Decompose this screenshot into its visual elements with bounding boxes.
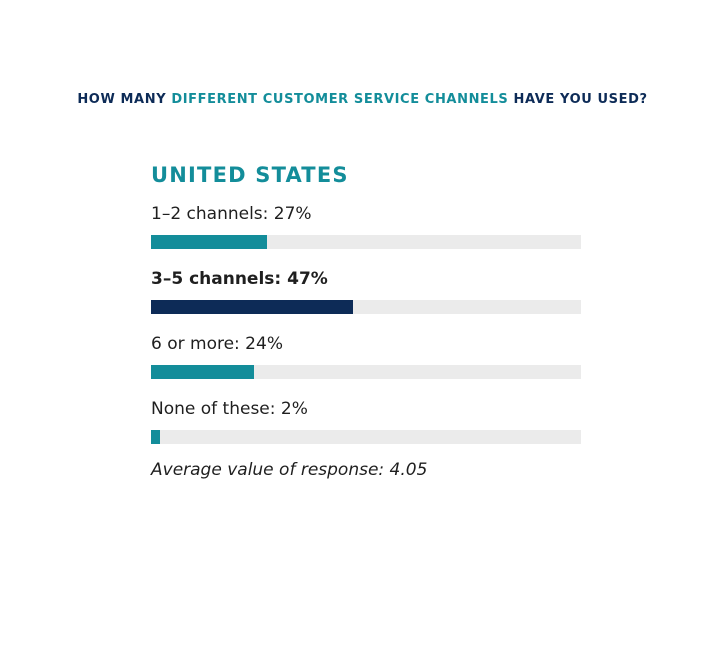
- bar-fill: [151, 430, 160, 444]
- bar-track: [151, 300, 581, 314]
- bar-track: [151, 430, 581, 444]
- bar-fill: [151, 235, 267, 249]
- bar-label: None of these: 2%: [151, 399, 308, 419]
- average-note: Average value of response: 4.05: [151, 460, 428, 480]
- question-text-end: HAVE YOU USED?: [508, 92, 648, 107]
- question-text-highlight: DIFFERENT CUSTOMER SERVICE CHANNELS: [171, 92, 509, 107]
- question-text-start: HOW MANY: [77, 92, 172, 107]
- bar-track: [151, 235, 581, 249]
- survey-question: HOW MANY DIFFERENT CUSTOMER SERVICE CHAN…: [0, 92, 725, 107]
- bar-label: 3–5 channels: 47%: [151, 269, 328, 289]
- bar-track: [151, 365, 581, 379]
- bar-label: 6 or more: 24%: [151, 334, 283, 354]
- chart-title: UNITED STATES: [151, 163, 349, 187]
- bar-label: 1–2 channels: 27%: [151, 204, 312, 224]
- bar-fill: [151, 300, 353, 314]
- bar-fill: [151, 365, 254, 379]
